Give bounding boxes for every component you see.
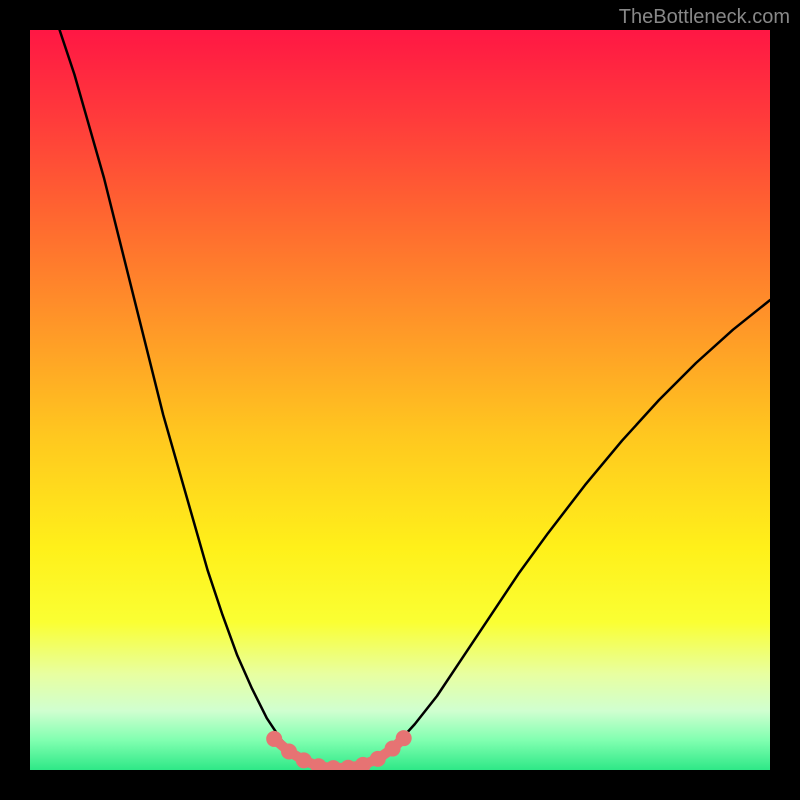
watermark-text: TheBottleneck.com (619, 6, 790, 29)
chart-container: TheBottleneck.com (0, 0, 800, 800)
plot-area (30, 30, 770, 770)
marker-points (30, 30, 770, 770)
